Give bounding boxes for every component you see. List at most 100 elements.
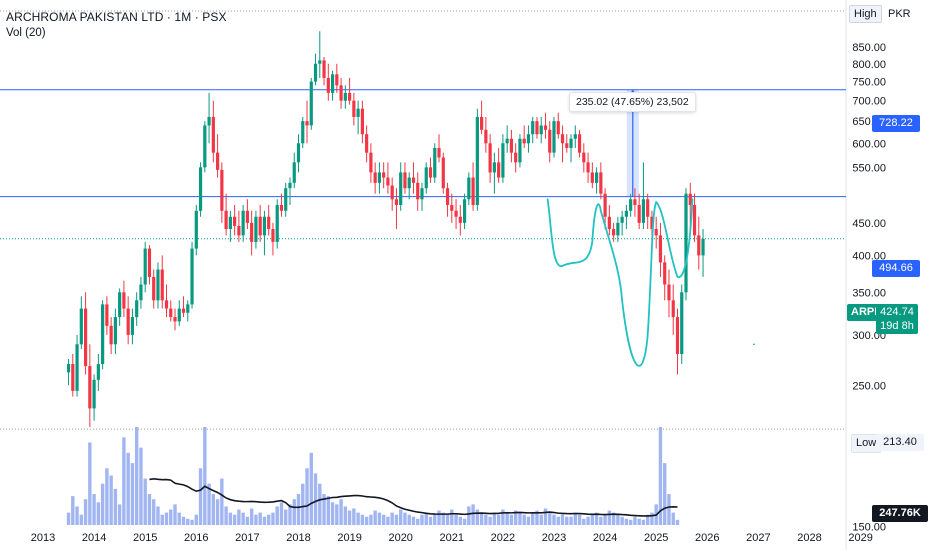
candle-body (360, 108, 364, 135)
volume-bar (186, 518, 190, 525)
candle-body (301, 121, 305, 144)
candle-body (365, 134, 369, 153)
chart-legend: ARCHROMA PAKISTAN LTD · 1M · PSX Vol (20… (6, 9, 227, 41)
high-scale-button[interactable]: High (849, 5, 882, 23)
candle-body (428, 167, 433, 178)
lower-level-price-label[interactable]: 494.66 (872, 260, 920, 277)
volume-bar (518, 512, 522, 525)
volume-bar (224, 506, 228, 525)
volume-bar (577, 514, 582, 525)
price-tick-label: 350.00 (852, 287, 886, 299)
candle-body (514, 152, 518, 163)
volume-bar (364, 516, 369, 525)
volume-bar (181, 516, 186, 525)
candle-body (288, 182, 292, 189)
volume-bar (437, 510, 441, 525)
candle-body (96, 364, 100, 380)
candle-body (122, 292, 126, 309)
candle-body (394, 199, 399, 205)
candle-body (462, 199, 467, 223)
candle-body (548, 129, 552, 153)
candle-body (441, 157, 445, 189)
price-tick-label: 850.00 (852, 42, 886, 54)
candle-body (275, 204, 279, 242)
volume-bar (377, 512, 382, 525)
candle-body (284, 188, 288, 211)
volume-bar (462, 518, 467, 525)
candle-body (267, 216, 271, 230)
upper-level-price-label[interactable]: 728.22 (872, 115, 920, 132)
volume-bar (611, 512, 616, 525)
candle-body (573, 134, 577, 139)
volume-bar (594, 512, 599, 525)
volume-bar (322, 494, 326, 525)
candle-body (535, 121, 539, 135)
volume-bar (467, 506, 471, 525)
volume-bar (411, 516, 416, 525)
candle-body (164, 300, 169, 309)
candle-body (335, 74, 339, 86)
candle-body (330, 74, 335, 93)
candle-body (130, 317, 135, 335)
volume-bar (386, 516, 390, 525)
volume-bar (522, 514, 526, 525)
candle-body (497, 162, 501, 178)
candle-body (228, 216, 232, 230)
volume-bar (373, 510, 377, 525)
candle-body (343, 92, 347, 101)
volume-bar (275, 506, 279, 525)
volume-bar (663, 463, 667, 525)
volume-bar (450, 509, 454, 525)
candle-body (671, 300, 675, 318)
candle-body (484, 129, 488, 144)
stray-dot (753, 343, 755, 346)
volume-bar (75, 506, 79, 525)
candle-body (560, 134, 565, 144)
volume-bar (569, 516, 573, 525)
candle-body (556, 121, 560, 135)
volume-bar (381, 514, 386, 525)
candle-body (577, 134, 582, 153)
volume-bar (671, 512, 675, 525)
volume-bar (139, 447, 143, 525)
candle-body (139, 284, 143, 301)
volume-bar (535, 510, 539, 525)
candle-body (599, 172, 603, 194)
volume-bar (301, 483, 305, 525)
volume-bar (407, 514, 411, 525)
candle-body (143, 248, 147, 285)
volume-bar (454, 514, 458, 525)
time-tick-label: 2027 (746, 532, 770, 544)
candle-body (445, 188, 450, 205)
candle-body (262, 216, 267, 236)
volume-bar (645, 514, 650, 525)
price-tick-label: 550.00 (852, 162, 886, 174)
candle-body (658, 235, 663, 263)
candle-body (424, 167, 428, 189)
time-tick-label: 2019 (337, 532, 361, 544)
candle-body (505, 138, 509, 144)
volume-bar (232, 514, 237, 525)
volume-bar (620, 516, 624, 525)
volume-bar (126, 452, 130, 525)
volume-bar (190, 519, 194, 525)
volume-bar (143, 478, 147, 525)
candle-body (501, 143, 505, 178)
volume-bar (343, 506, 348, 525)
candle-body (450, 204, 454, 211)
candle-body (646, 199, 650, 217)
volume-bar (92, 494, 96, 525)
volume-bar (543, 508, 548, 525)
candle-body (565, 143, 569, 148)
volume-bar (667, 494, 671, 525)
candle-body (66, 364, 71, 373)
volume-bar (599, 516, 603, 525)
volume-bar (433, 514, 437, 525)
candle-body (118, 292, 122, 318)
volume-bar (556, 516, 560, 525)
volume-bar (211, 494, 216, 525)
candle-body (258, 216, 262, 236)
candle-body (480, 116, 484, 130)
candle-body (101, 304, 105, 365)
